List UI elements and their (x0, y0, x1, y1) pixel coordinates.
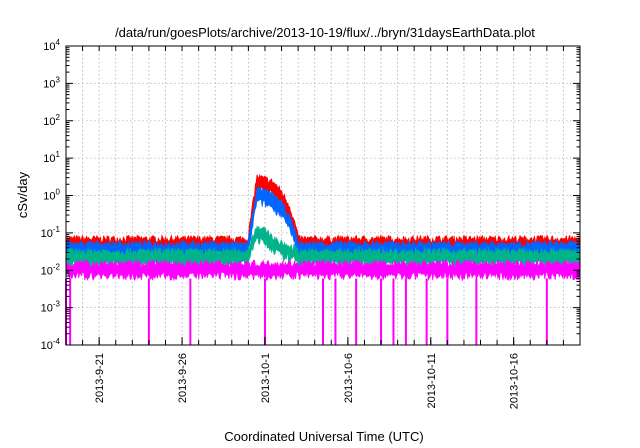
chart-title: /data/run/goesPlots/archive/2013-10-19/f… (115, 25, 535, 40)
x-axis-label: Coordinated Universal Time (UTC) (224, 429, 423, 444)
x-tick-label: 2013-9-21 (94, 353, 106, 403)
y-tick-label: 104 (43, 38, 60, 53)
x-tick-label: 2013-10-11 (426, 353, 438, 408)
y-tick-label: 103 (43, 75, 60, 90)
y-tick-label: 102 (43, 113, 60, 128)
x-tick-label: 2013-9-26 (177, 353, 189, 403)
axis-tick-labels: 10-4 10-3 10-2 10-1 100 101 102 103 104 2013-9-21… (41, 38, 521, 409)
y-tick-label: 101 (43, 150, 60, 165)
x-tick-label: 2013-10-16 (509, 353, 521, 409)
y-tick-label: 10-3 (41, 300, 61, 315)
y-tick-label: 10-2 (41, 262, 61, 277)
y-tick-label: 100 (43, 188, 60, 203)
x-tick-label: 2013-10-1 (260, 353, 272, 403)
y-tick-label: 10-1 (41, 225, 61, 240)
x-tick-label: 2013-10-6 (343, 353, 355, 403)
y-axis-label: cSv/day (15, 171, 30, 218)
y-tick-label: 10-4 (41, 337, 61, 352)
plot-area (65, 173, 581, 345)
axis-ticks (66, 45, 580, 346)
